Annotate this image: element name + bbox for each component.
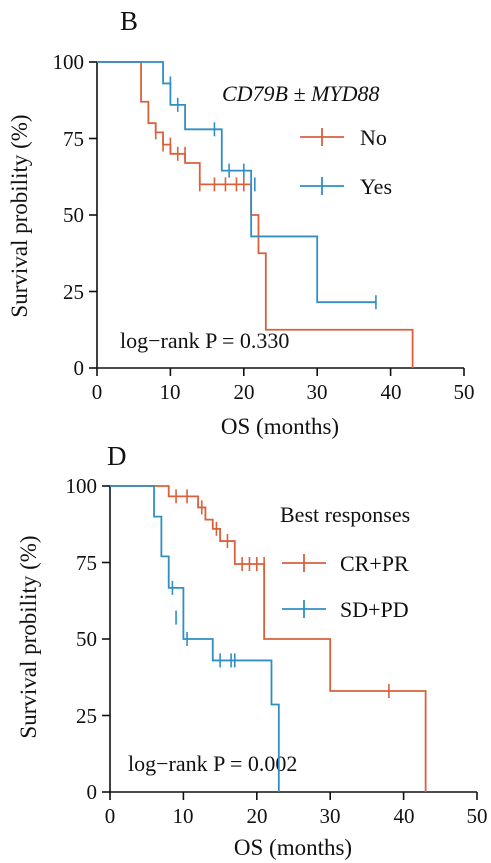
panel-b-logrank-annotation: log−rank P = 0.330 [120, 328, 289, 353]
panel-d-logrank-annotation: log−rank P = 0.002 [128, 751, 297, 776]
panel-b-legend-label-yes: Yes [360, 174, 392, 199]
panel-b-series-no-line [97, 61, 414, 368]
panel-d-legend-label-sdpd: SD+PD [340, 597, 409, 622]
panel-b-xtick-label: 20 [234, 380, 255, 404]
panel-b-xtick-label: 0 [92, 380, 103, 404]
panel-d-censor-marks [171, 489, 390, 699]
panel-d-ticks [102, 485, 478, 800]
panel-d-ytick-label: 50 [76, 627, 97, 651]
panel-b-xtick-label: 50 [454, 380, 475, 404]
panel-b-ytick-label: 100 [53, 50, 85, 74]
panel-b-ytick-label: 75 [63, 127, 84, 151]
panel-d-ytick-label: 0 [87, 780, 98, 804]
panel-d-xtick-label: 50 [467, 804, 488, 828]
panel-b-xtick-label: 10 [160, 380, 181, 404]
panel-d-series-crpr-line [110, 485, 427, 792]
panel-d-legend-title: Best responses [280, 502, 410, 527]
panel-b-xtick-label: 30 [307, 380, 328, 404]
panel-b-censor-marks [154, 76, 377, 310]
panel-d-xtick-label: 20 [247, 804, 268, 828]
panel-d-xtick-label: 10 [173, 804, 194, 828]
panel-b-xtick-label: 40 [381, 380, 402, 404]
panel-d-y-axis-title: Survival probility (%) [16, 535, 41, 738]
panel-d-xtick-label: 40 [394, 804, 415, 828]
panel-b-x-axis-title: OS (months) [221, 414, 339, 439]
panel-d-x-axis-title: OS (months) [234, 835, 352, 860]
panel-d-legend-label-crpr: CR+PR [340, 551, 409, 576]
panel-d-ytick-label: 75 [76, 551, 97, 575]
panel-d-series-sdpd-line [110, 485, 280, 792]
panel-b-ytick-label: 0 [74, 356, 85, 380]
panel-b: B 0 25 50 75 100 0 10 20 30 40 50 OS (mo… [7, 6, 475, 439]
panel-d-xtick-label: 0 [105, 804, 116, 828]
panel-b-legend-label-no: No [360, 125, 387, 150]
panel-b-ytick-label: 25 [63, 280, 84, 304]
panel-b-axes [96, 62, 464, 369]
panel-d-xtick-label: 30 [320, 804, 341, 828]
panel-d: D 0 25 50 75 100 0 10 20 30 40 50 OS (mo… [16, 441, 488, 860]
panel-b-series-yes-line [97, 61, 376, 304]
panel-d-letter: D [107, 441, 127, 471]
panel-b-ticks [89, 61, 465, 376]
panel-d-ytick-label: 25 [76, 704, 97, 728]
panel-b-letter: B [120, 6, 138, 36]
panel-d-ytick-label: 100 [66, 474, 98, 498]
panel-b-y-axis-title: Survival probility (%) [7, 114, 32, 317]
panel-b-legend-title: CD79B ± MYD88 [222, 81, 380, 106]
panel-b-ytick-label: 50 [63, 203, 84, 227]
